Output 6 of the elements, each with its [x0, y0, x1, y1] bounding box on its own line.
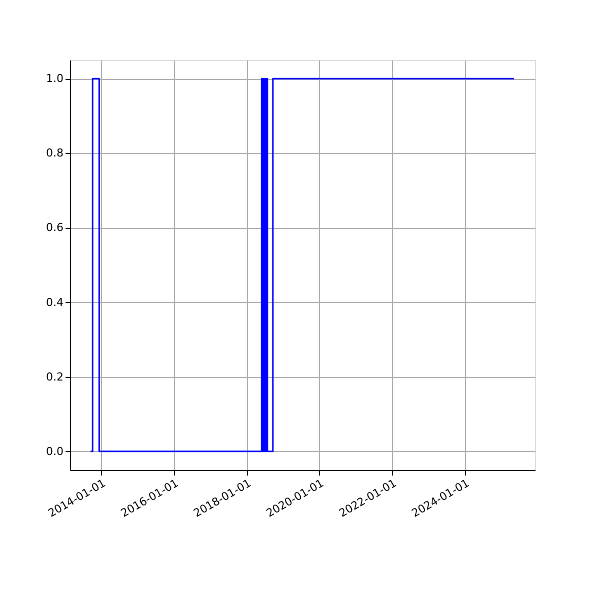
- y-tick-label: 0.6: [46, 221, 64, 234]
- y-tick-label: 0.8: [46, 146, 64, 160]
- y-tick-label: 0.4: [46, 296, 64, 309]
- y-tick-label: 0.2: [46, 370, 64, 384]
- y-tick-label: 1.0: [46, 72, 64, 86]
- y-tick-label: 0.0: [46, 444, 64, 458]
